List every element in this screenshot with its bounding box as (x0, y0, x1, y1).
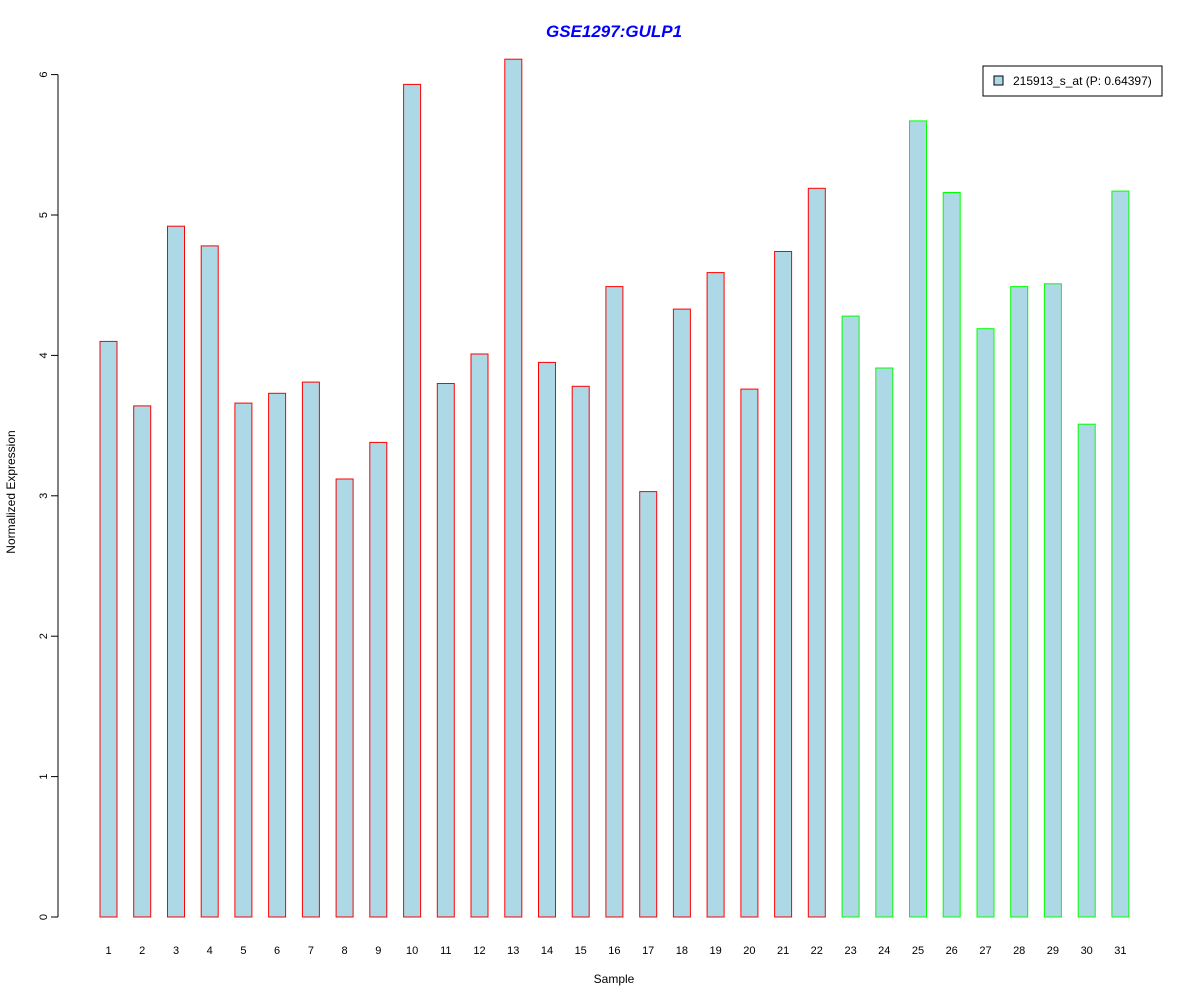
x-axis-tick-label: 31 (1114, 945, 1126, 957)
bar-sample-6 (268, 392, 287, 918)
x-axis-tick-label: 20 (743, 945, 755, 957)
y-axis-tick-label: 6 (38, 72, 50, 78)
x-axis-tick-label: 5 (240, 945, 246, 957)
bar-sample-21 (774, 251, 793, 918)
x-axis-tick-label: 8 (342, 945, 348, 957)
bar-sample-24 (875, 367, 894, 918)
x-axis-tick-label: 4 (207, 945, 213, 957)
x-axis-tick-label: 21 (777, 945, 789, 957)
y-axis-label: Normalized Expression (4, 430, 18, 553)
x-axis-tick-label: 29 (1047, 945, 1059, 957)
x-axis-tick-label: 1 (105, 945, 111, 957)
legend-box (982, 65, 1163, 97)
bar-sample-1 (99, 340, 118, 918)
x-axis-tick-label: 17 (642, 945, 654, 957)
y-axis-tick-label: 0 (38, 914, 50, 920)
bar-sample-25 (909, 120, 927, 918)
y-axis-tick-label: 2 (38, 633, 50, 639)
x-axis-tick-label: 7 (308, 945, 314, 957)
bar-sample-29 (1043, 283, 1062, 918)
y-axis-tick-label: 4 (38, 352, 50, 358)
y-axis-tick-label: 5 (38, 212, 50, 218)
legend: 215913_s_at (P: 0.64397) (982, 65, 1163, 97)
y-axis: 0 1 2 3 4 5 6 (38, 72, 59, 920)
x-axis-tick-label: 9 (375, 945, 381, 957)
bar-sample-23 (841, 315, 860, 918)
x-axis-tick-label: 15 (575, 945, 587, 957)
bar-sample-9 (369, 441, 388, 918)
bar-sample-20 (740, 388, 759, 918)
x-axis-tick-label: 30 (1081, 945, 1093, 957)
legend-swatch (993, 75, 1004, 86)
chart-title: GSE1297:GULP1 (546, 22, 682, 41)
bar-sample-13 (504, 58, 523, 918)
bar-sample-7 (301, 381, 320, 918)
bar-sample-15 (571, 385, 590, 918)
legend-label: 215913_s_at (P: 0.64397) (1013, 74, 1152, 88)
x-axis-tick-label: 19 (709, 945, 721, 957)
x-axis-tick-label: 11 (440, 945, 451, 957)
x-axis-tick-label: 3 (173, 945, 179, 957)
x-axis-tick-label: 22 (811, 945, 823, 957)
bar-sample-26 (942, 192, 961, 918)
x-axis-label: Sample (594, 972, 635, 986)
bar-sample-22 (807, 187, 826, 918)
y-axis-tick-label: 1 (38, 774, 50, 780)
x-axis-tick-label: 23 (844, 945, 856, 957)
x-axis-tick-labels: 1 2 3 4 5 6 7 8 9 10 11 12 13 14 15 16 17 18 19 20 21 22 23 24 2… (105, 945, 1126, 957)
bar-sample-5 (234, 402, 253, 918)
x-axis-tick-label: 13 (507, 945, 519, 957)
bar-sample-3 (167, 225, 185, 918)
bar-sample-8 (335, 478, 354, 918)
x-axis-tick-label: 28 (1013, 945, 1025, 957)
x-axis-tick-label: 6 (274, 945, 280, 957)
x-axis-tick-label: 25 (912, 945, 924, 957)
x-axis-tick-label: 14 (541, 945, 553, 957)
bar-sample-12 (470, 353, 489, 918)
y-axis-tick-label: 3 (38, 493, 50, 499)
x-axis-tick-label: 27 (979, 945, 991, 957)
bar-sample-2 (133, 405, 152, 918)
bar-sample-28 (1010, 286, 1029, 918)
bar-sample-27 (976, 328, 995, 918)
bar-sample-10 (403, 83, 422, 918)
bar-sample-14 (538, 361, 556, 918)
bar-sample-18 (672, 308, 691, 918)
x-axis-tick-label: 16 (608, 945, 620, 957)
x-axis-tick-label: 2 (139, 945, 145, 957)
bar-sample-17 (639, 491, 658, 918)
x-axis-tick-label: 24 (878, 945, 890, 957)
bar-sample-11 (436, 383, 455, 918)
bar-sample-31 (1111, 190, 1130, 918)
x-axis-tick-label: 10 (406, 945, 418, 957)
bar-sample-19 (706, 272, 725, 918)
bar-sample-16 (605, 286, 624, 918)
bar-sample-30 (1077, 423, 1096, 918)
x-axis-tick-label: 26 (946, 945, 958, 957)
x-axis-tick-label: 12 (473, 945, 485, 957)
bar-series (99, 58, 1130, 918)
x-axis-tick-label: 18 (676, 945, 688, 957)
bar-sample-4 (200, 245, 219, 918)
